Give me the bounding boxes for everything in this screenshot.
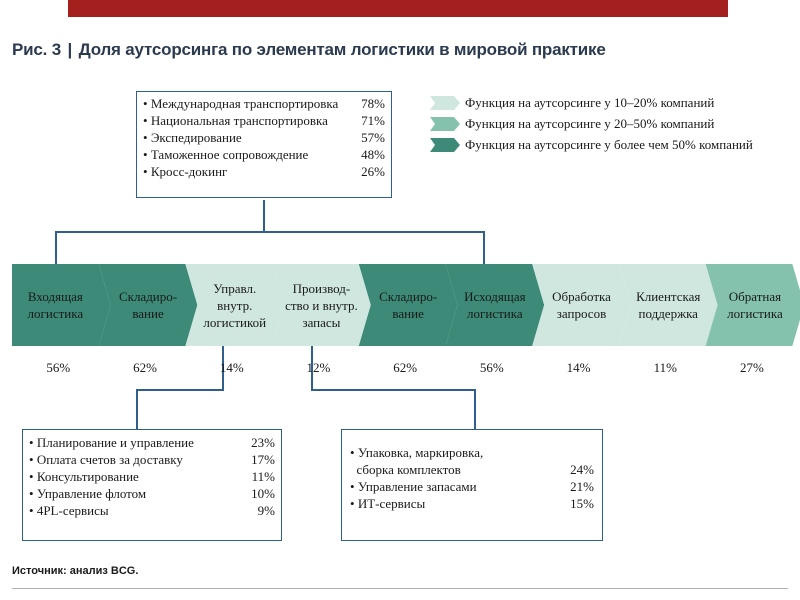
item-value: 17% [251,452,275,467]
item-label: Таможенное сопровождение [143,146,308,163]
top-color-bar [68,0,728,17]
chain-step-arrow [705,264,800,346]
legend-item: Функция на аутсорсинге у более чем 50% к… [430,136,800,154]
figure-title: Рис. 3 | Доля аутсорсинга по элементам л… [12,40,606,60]
chain-step-label: Складиро- вание [118,289,178,321]
box-row: Таможенное сопровождение 48% [143,146,385,163]
chain-step-label: Обработка запросов [552,289,611,321]
figure-number: Рис. 3 [12,40,61,59]
box-row: Международная транспортировка 78% [143,95,385,112]
item-value: 21% [570,479,594,494]
item-label: Упаковка, маркировка, [350,444,483,461]
production-inventory-box: Упаковка, маркировка,сборка комплектов 24… [341,429,603,541]
item-label: Консультирование [29,468,139,485]
item-label: 4PL-сервисы [29,502,109,519]
item-value: 78% [361,96,385,111]
legend-swatch-arrow [430,96,460,110]
connector-right-up [311,346,313,390]
chain-step-label: Производ- ство и внутр. запасы [285,280,358,330]
item-value: 26% [361,164,385,179]
item-value: 11% [251,469,275,484]
item-value: 24% [570,462,594,477]
item-label: сборка комплектов [356,462,461,477]
connector-top-horizontal [55,231,485,233]
chain-step-arrow [532,264,631,346]
chain-step-percent: 12% [306,360,331,375]
bottom-rule [12,588,788,589]
chain-step-percent: 14% [219,360,244,375]
connector-top-vertical [263,200,265,232]
item-value: 23% [251,435,275,450]
chain-step-percent: 62% [393,360,418,375]
legend-item: Функция на аутсорсинге у 10–20% компаний [430,94,800,112]
box-row: Управление запасами 21% [350,478,594,495]
chain-step-arrow [12,264,111,346]
chain-step-percent: 62% [133,360,157,375]
legend-swatch-arrow [430,138,460,152]
box-row: сборка комплектов 24% [350,461,595,478]
chain-step-label: Обратная логистика [727,289,783,321]
legend-label: Функция на аутсорсинге у более чем 50% к… [465,137,753,152]
item-label: Оплата счетов за доставку [29,451,183,468]
item-label: ИТ-сервисы [350,495,425,512]
chain-step-arrow [618,264,718,346]
source-note: Источник: анализ BCG. [12,565,139,577]
box-row: Управление флотом 10% [29,485,275,502]
box-row: Экспедирование 57% [143,129,385,146]
item-value: 71% [361,113,385,128]
inbound-transport-box: Международная транспортировка78%Национал… [136,91,392,198]
item-label: Кросс-докинг [143,163,228,180]
item-label: Управление запасами [350,478,477,495]
chain-step-label: Управл. внутр. логистикой [203,280,267,330]
connector-left-horizontal [136,389,224,391]
box-row: 4PL-сервисы 9% [29,502,275,519]
chain-step-label: Складиро- вание [379,289,438,321]
box-row: Оплата счетов за доставку 17% [29,451,275,468]
connector-left-down [136,389,138,430]
box-row: Планирование и управление 23% [29,434,275,451]
item-value: 57% [361,130,385,145]
legend-label: Функция на аутсорсинге у 20–50% компаний [465,116,715,131]
connector-left-up [222,346,224,390]
chain-step-arrow [185,264,285,346]
chain-step-arrow [272,264,371,346]
legend-label: Функция на аутсорсинге у 10–20% компаний [465,95,715,110]
legend-item: Функция на аутсорсинге у 20–50% компаний [430,115,800,133]
title-separator: | [67,40,73,59]
item-label: Международная транспортировка [143,95,338,112]
chain-step-label: Входящая логистика [27,289,84,321]
box-row: Кросс-докинг 26% [143,163,385,180]
connector-top-right-drop [483,231,485,265]
item-label: Национальная транспортировка [143,112,328,129]
connector-top-left-drop [55,231,57,265]
connector-right-down [474,389,476,430]
box-row: Национальная транспортировка 71% [143,112,385,129]
chain-step-arrow [358,264,458,346]
chain-step-percent: 27% [740,360,764,375]
chain-step-percent: 56% [46,360,71,375]
box-row: Консультирование 11% [29,468,275,485]
chain-step-arrow [445,264,545,346]
chain-step-arrow [98,264,198,346]
figure-title-text: Доля аутсорсинга по элементам логистики … [78,40,606,59]
chain-step-percent: 11% [653,360,677,375]
chain-step-label: Клиентская поддержка [636,289,701,321]
item-value: 9% [257,503,275,518]
item-label: Планирование и управление [29,434,194,451]
chain-step-percent: 14% [566,360,591,375]
item-value: 15% [570,496,594,511]
item-label: Экспедирование [143,129,242,146]
value-chain-arrows [12,264,800,346]
item-value: 10% [251,486,275,501]
item-label: Управление флотом [29,485,146,502]
box-row: Упаковка, маркировка, [350,444,594,461]
legend-swatch-arrow [430,117,460,131]
box-row: ИТ-сервисы 15% [350,495,594,512]
chain-step-percent: 56% [479,360,504,375]
item-value: 48% [361,147,385,162]
connector-right-horizontal [311,389,475,391]
chain-step-label: Исходящая логистика [464,289,526,321]
